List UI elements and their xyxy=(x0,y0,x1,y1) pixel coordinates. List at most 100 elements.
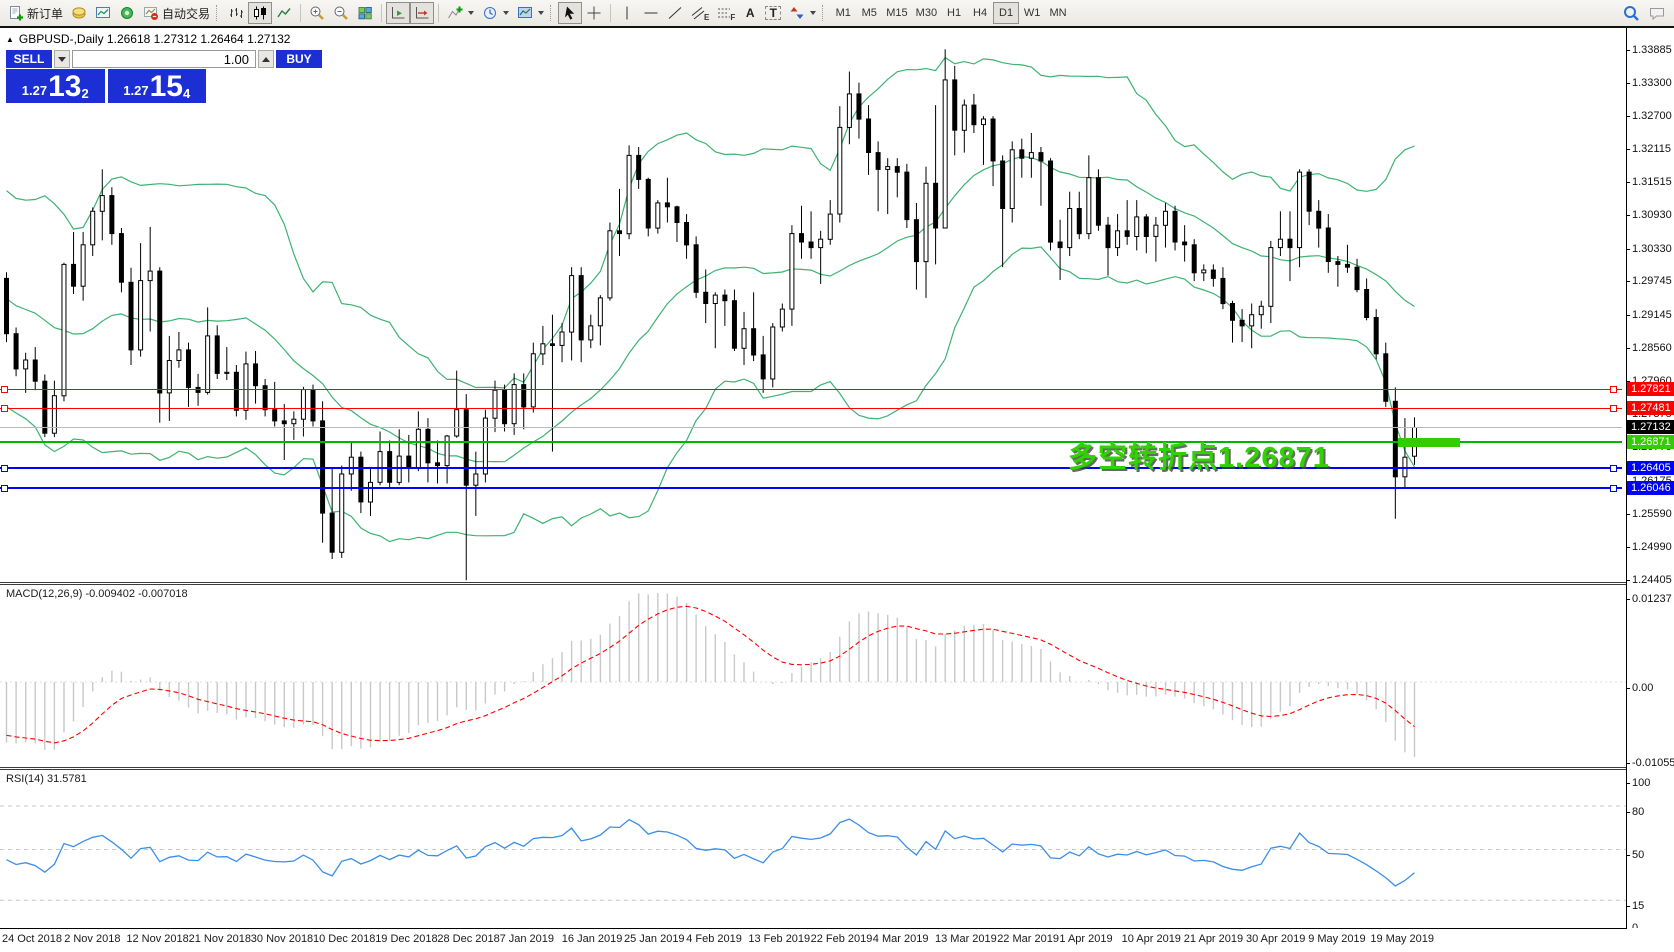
price-line-1.27821[interactable] xyxy=(0,389,1622,390)
periods-button[interactable] xyxy=(478,2,513,24)
line-handle[interactable] xyxy=(1610,405,1617,412)
date-label: 19 Dec 2018 xyxy=(375,933,438,945)
date-label: 30 Apr 2019 xyxy=(1246,933,1306,945)
timeframe-m30[interactable]: M30 xyxy=(912,2,941,24)
cursor-button[interactable] xyxy=(558,2,583,24)
candlestick-chart-button[interactable] xyxy=(248,2,273,24)
timeframe-mn[interactable]: MN xyxy=(1045,2,1071,24)
buy-quote[interactable]: 1.27 15 4 xyxy=(107,69,206,103)
search-button[interactable] xyxy=(1618,2,1644,24)
line-handle[interactable] xyxy=(1,485,8,492)
horizontal-line-button[interactable] xyxy=(639,2,663,24)
chevron-down-icon xyxy=(810,11,817,15)
autotrading-icon xyxy=(143,5,159,21)
price-badge: 1.26871 xyxy=(1627,435,1674,449)
line-handle[interactable] xyxy=(1,465,8,472)
pane-divider[interactable] xyxy=(0,582,1674,585)
timeframe-d1[interactable]: D1 xyxy=(993,2,1020,24)
line-chart-icon xyxy=(276,5,292,21)
support-highlight-segment[interactable] xyxy=(1398,438,1460,447)
profiles-button[interactable] xyxy=(67,2,91,24)
volume-down-button[interactable] xyxy=(54,50,70,68)
sell-price-prefix: 1.27 xyxy=(21,83,48,98)
line-handle[interactable] xyxy=(1,405,8,412)
macd-canvas xyxy=(0,593,1626,757)
timeframe-m1[interactable]: M1 xyxy=(830,2,856,24)
date-label: 22 Mar 2019 xyxy=(997,933,1059,945)
price-axis[interactable]: 1.33885 1.33300 1.32700 1.32115 1.31515 1.309… xyxy=(1625,28,1674,934)
templates-icon xyxy=(517,5,533,21)
text-tool-button[interactable]: A xyxy=(739,2,761,24)
rsi-axis-label: 80 xyxy=(1625,806,1645,818)
buy-button[interactable]: BUY xyxy=(276,50,322,68)
collapse-panel-icon[interactable]: ▲ xyxy=(6,34,14,44)
chat-icon xyxy=(1648,4,1666,22)
line-chart-button[interactable] xyxy=(272,2,296,24)
chart-window-button[interactable] xyxy=(91,2,115,24)
price-badge: 1.26046 xyxy=(1627,481,1674,495)
volume-input[interactable] xyxy=(72,50,256,68)
tile-windows-button[interactable] xyxy=(353,2,377,24)
macd-label: MACD(12,26,9) -0.009402 -0.007018 xyxy=(6,588,188,600)
indicators-button[interactable] xyxy=(443,2,478,24)
new-order-button[interactable]: 新订单 xyxy=(4,2,67,24)
price-line-1.26046[interactable] xyxy=(0,487,1622,489)
arrows-tool-button[interactable] xyxy=(785,2,820,24)
rsi-axis-label: 100 xyxy=(1625,777,1651,789)
date-axis[interactable]: 24 Oct 2018 2 Nov 2018 12 Nov 2018 21 Nov 2… xyxy=(0,928,1674,952)
sell-quote[interactable]: 1.27 13 2 xyxy=(6,69,105,103)
turning-point-annotation[interactable]: 多空转折点1.26871 xyxy=(1068,442,1330,474)
trendline-button[interactable] xyxy=(663,2,687,24)
line-handle[interactable] xyxy=(1610,485,1617,492)
macd-axis-label: 0.00 xyxy=(1625,682,1654,694)
channel-button[interactable]: E xyxy=(687,2,713,24)
price-axis-label: 1.28560 xyxy=(1626,342,1672,354)
line-handle[interactable] xyxy=(1610,386,1617,393)
zoom-in-button[interactable] xyxy=(305,2,329,24)
date-label: 30 Nov 2018 xyxy=(250,933,314,945)
line-handle[interactable] xyxy=(1610,465,1617,472)
price-axis-label: 1.32700 xyxy=(1626,110,1672,122)
price-line-1.27481[interactable] xyxy=(0,408,1622,409)
auto-scroll-button[interactable] xyxy=(386,2,411,24)
price-chart-canvas xyxy=(4,49,1417,581)
autotrading-button[interactable]: 自动交易 xyxy=(139,2,214,24)
price-axis-label: 1.24405 xyxy=(1626,574,1672,586)
price-line-1.26405[interactable] xyxy=(0,467,1622,469)
fibonacci-button[interactable]: F xyxy=(713,2,739,24)
label-tool-button[interactable]: T xyxy=(761,2,785,24)
sell-button[interactable]: SELL xyxy=(6,50,52,68)
timeframe-w1[interactable]: W1 xyxy=(1019,2,1045,24)
crosshair-button[interactable] xyxy=(582,2,606,24)
chat-button[interactable] xyxy=(1644,2,1670,24)
date-label: 12 Nov 2018 xyxy=(126,933,189,945)
signals-button[interactable] xyxy=(115,2,139,24)
fibonacci-icon xyxy=(717,5,731,21)
date-label: 10 Apr 2019 xyxy=(1121,933,1181,945)
timeframe-m5[interactable]: M5 xyxy=(856,2,882,24)
vertical-line-button[interactable] xyxy=(615,2,639,24)
chart-shift-button[interactable] xyxy=(410,2,435,24)
timeframe-h1[interactable]: H1 xyxy=(941,2,967,24)
rsi-pane: RSI(14) 31.5781 xyxy=(0,770,1626,928)
chart-title-text: GBPUSD-,Daily 1.26618 1.27312 1.26464 1.… xyxy=(18,32,291,46)
price-line-1.27132[interactable] xyxy=(0,427,1622,428)
timeframe-h4[interactable]: H4 xyxy=(967,2,993,24)
line-handle[interactable] xyxy=(1,386,8,393)
price-line-1.26871[interactable] xyxy=(0,441,1622,443)
macd-pane: MACD(12,26,9) -0.009402 -0.007018 xyxy=(0,585,1626,767)
buy-price-prefix: 1.27 xyxy=(123,83,149,98)
bar-chart-button[interactable] xyxy=(224,2,248,24)
volume-up-button[interactable] xyxy=(258,50,274,68)
toolbar-grip[interactable] xyxy=(822,5,826,21)
date-label: 19 May 2019 xyxy=(1370,933,1434,945)
timeframe-m15[interactable]: M15 xyxy=(882,2,911,24)
trendline-icon xyxy=(667,5,683,21)
toolbar-grip[interactable] xyxy=(550,5,554,21)
zoom-out-button[interactable] xyxy=(329,2,353,24)
templates-button[interactable] xyxy=(513,2,548,24)
toolbar-grip[interactable] xyxy=(216,5,220,21)
pane-divider[interactable] xyxy=(0,767,1674,770)
profiles-icon xyxy=(71,5,87,21)
date-label: 4 Feb 2019 xyxy=(686,933,742,945)
